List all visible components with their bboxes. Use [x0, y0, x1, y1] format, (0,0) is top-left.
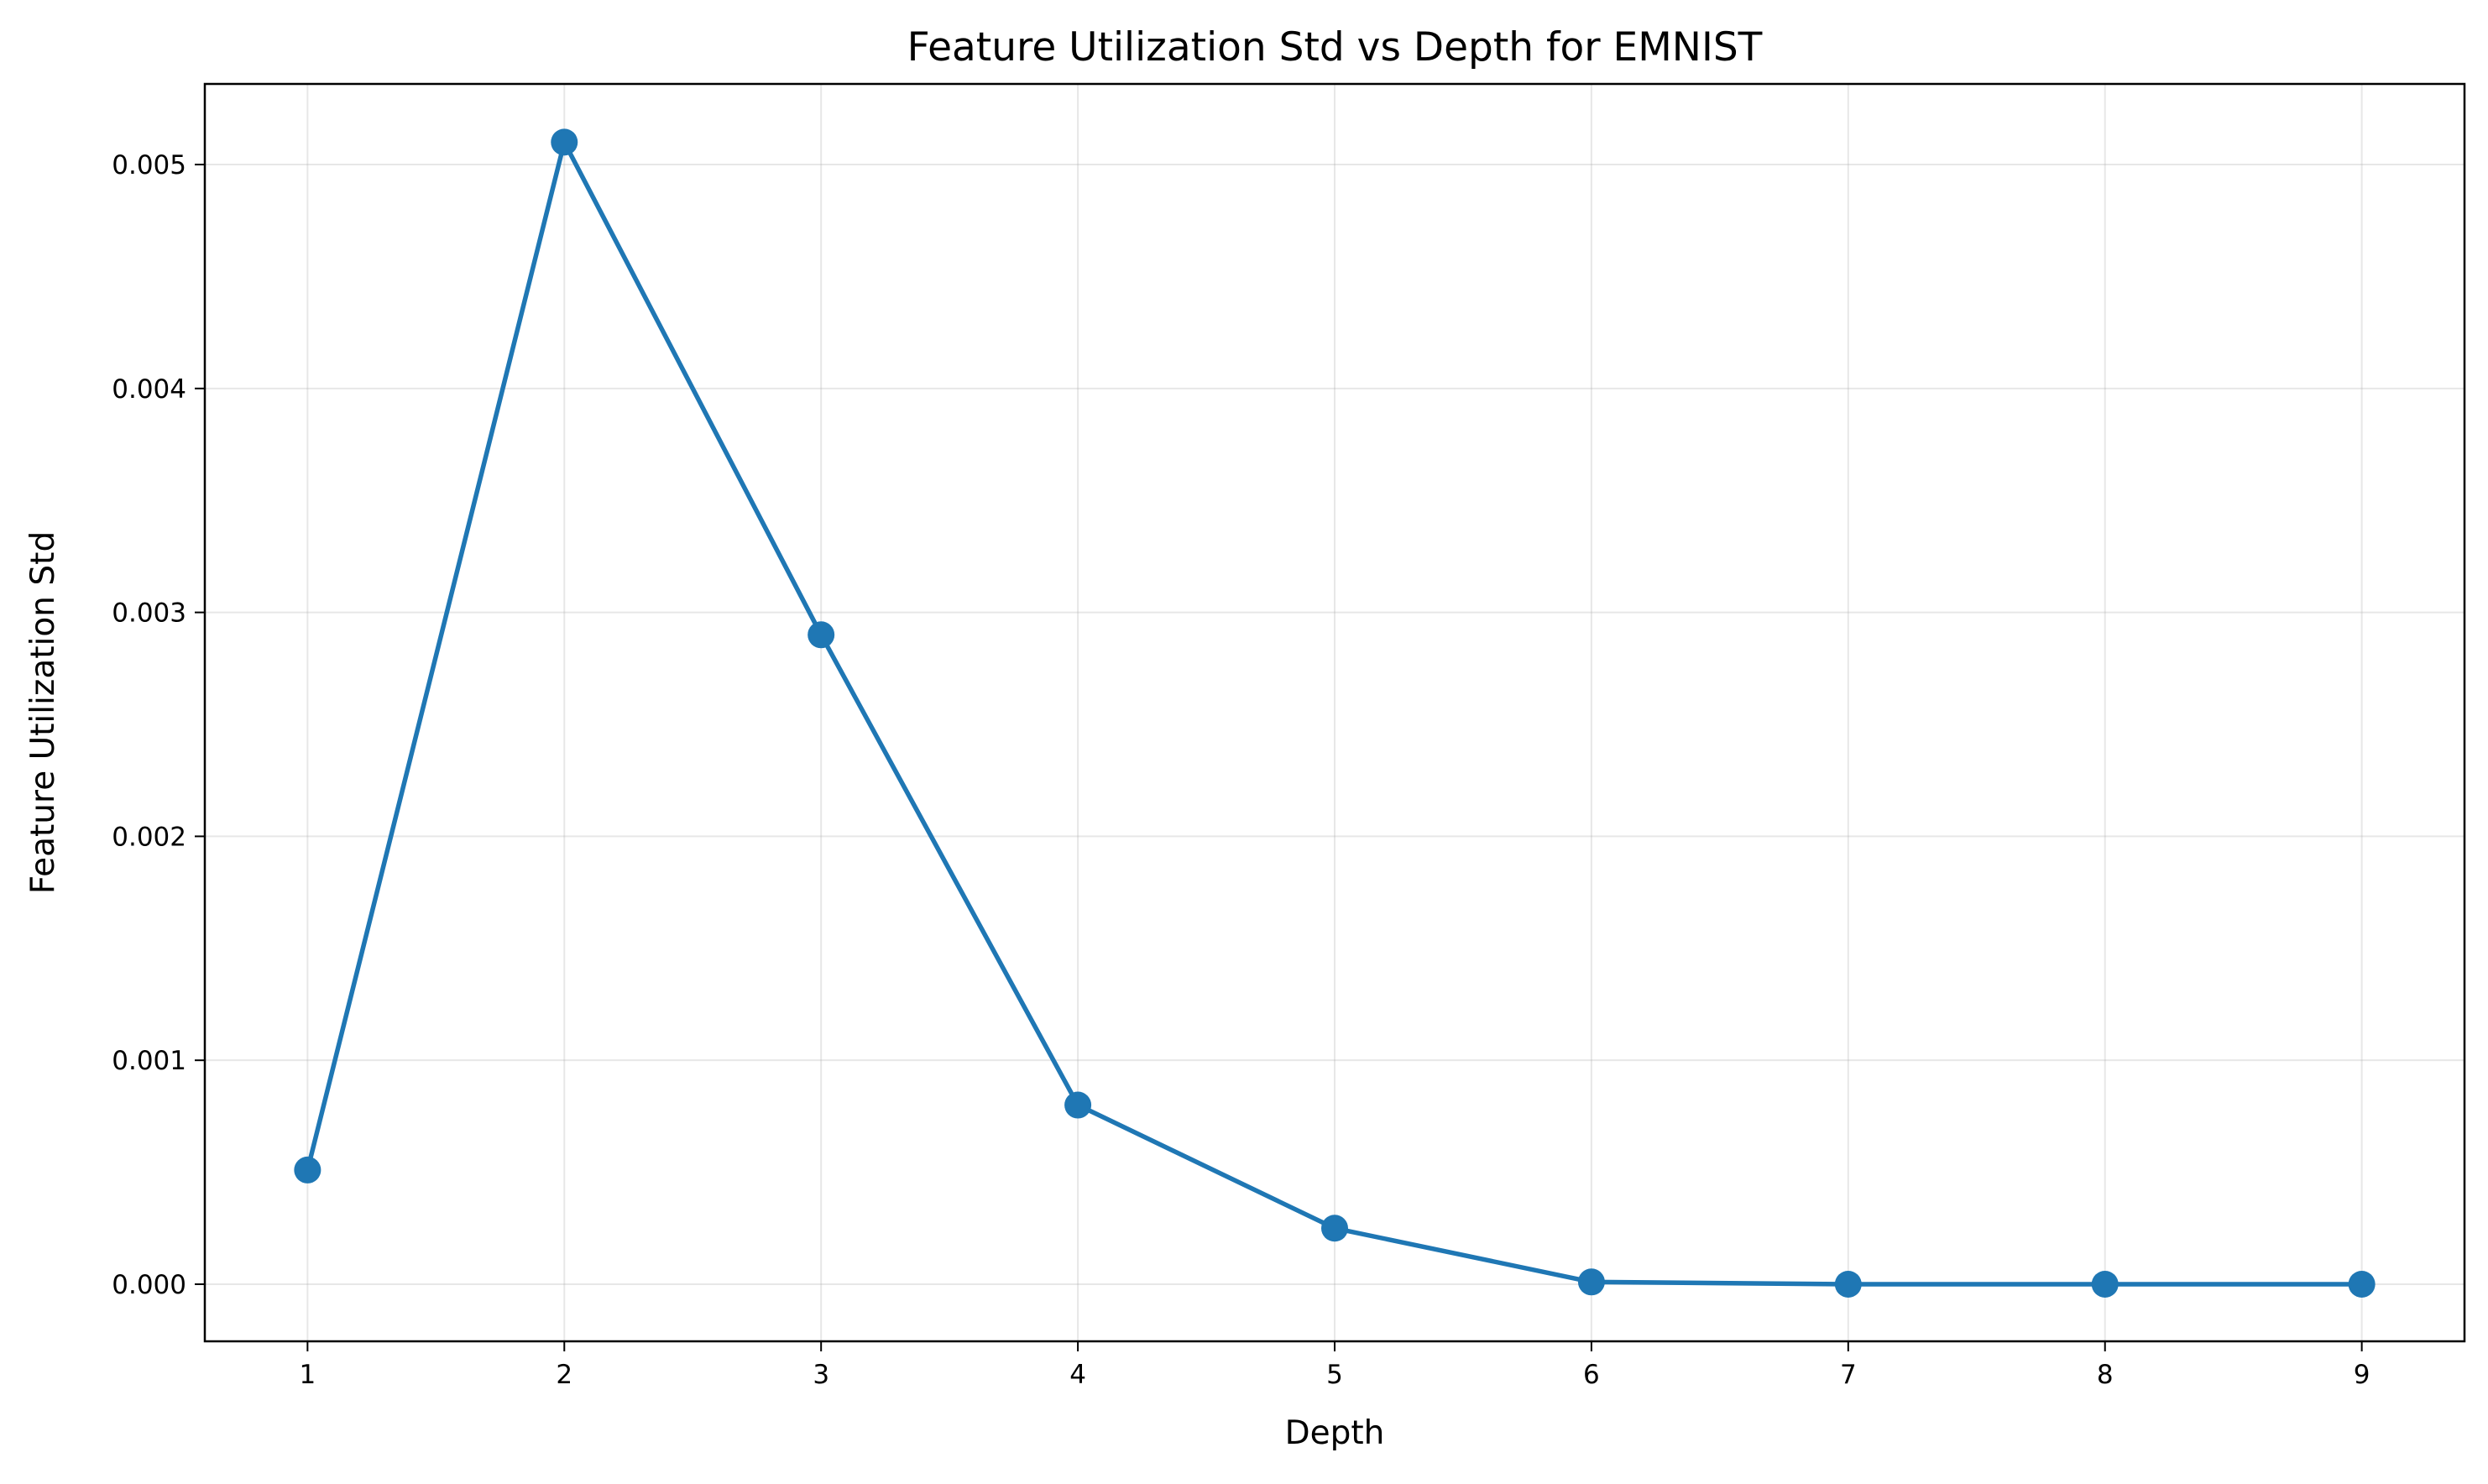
y-tick-label: 0.002 [112, 822, 186, 852]
x-tick-label: 6 [1583, 1360, 1600, 1390]
y-tick-label: 0.000 [112, 1270, 186, 1300]
x-tick-label: 5 [1326, 1360, 1343, 1390]
x-tick-label: 8 [2097, 1360, 2114, 1390]
data-point [1321, 1215, 1348, 1241]
data-point [808, 621, 834, 648]
y-tick-label: 0.003 [112, 598, 186, 629]
y-axis-label: Feature Utilization Std [24, 531, 62, 894]
y-tick-label: 0.005 [112, 150, 186, 180]
x-tick-label: 7 [1840, 1360, 1857, 1390]
y-tick-label: 0.004 [112, 374, 186, 405]
x-tick-label: 4 [1069, 1360, 1086, 1390]
data-point [294, 1157, 321, 1184]
x-tick-label: 3 [813, 1360, 829, 1390]
data-point [2349, 1271, 2376, 1298]
x-tick-label: 2 [556, 1360, 572, 1390]
data-point [1835, 1271, 1862, 1298]
x-axis-label: Depth [1285, 1414, 1385, 1452]
chart-title: Feature Utilization Std vs Depth for EMN… [907, 24, 1763, 71]
data-point [2092, 1271, 2119, 1298]
data-point [1578, 1268, 1605, 1295]
data-point [1064, 1092, 1091, 1119]
x-tick-label: 1 [299, 1360, 316, 1390]
x-tick-label: 9 [2354, 1360, 2370, 1390]
data-point [551, 128, 578, 155]
y-tick-label: 0.001 [112, 1046, 186, 1076]
